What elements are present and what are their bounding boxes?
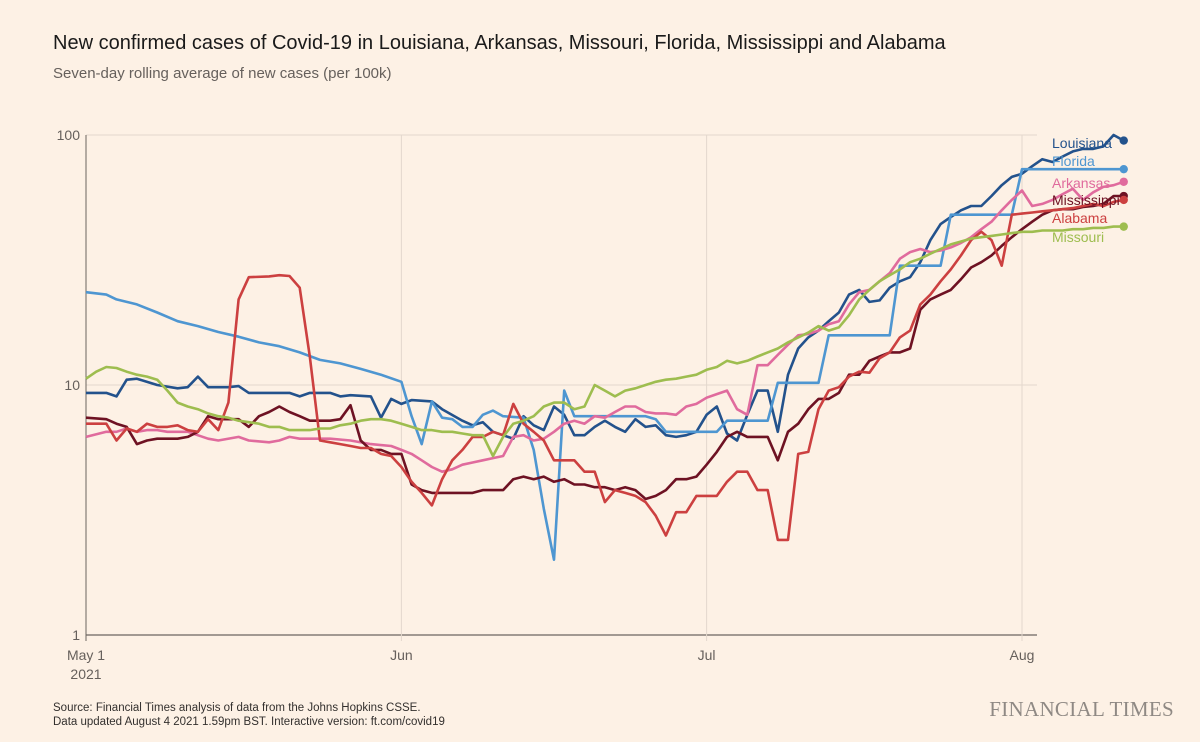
series-endpoint-missouri [1119, 222, 1128, 231]
series-line-alabama [86, 198, 1124, 542]
series-line-louisiana [86, 133, 1125, 442]
series-endpoint-florida [1119, 164, 1128, 174]
x-axis-ticks: May 1 2021 Jun Jul Aug [67, 647, 1035, 682]
legend-label-alabama: Alabama [1052, 210, 1107, 226]
x-tick-label: Jun [390, 647, 413, 663]
legend-label-louisiana: Louisiana [1052, 135, 1112, 151]
legend-label-arkansas: Arkansas [1052, 175, 1110, 191]
series-line-arkansas [85, 180, 1125, 473]
y-tick-label: 10 [64, 377, 80, 393]
legend-label-missouri: Missouri [1052, 229, 1104, 245]
x-tick-label: Aug [1010, 647, 1035, 663]
x-tick-label: May 1 [67, 647, 105, 663]
ft-logo: FINANCIAL TIMES [989, 697, 1174, 721]
grid-lines [85, 134, 1037, 641]
series-line-mississippi [85, 194, 1124, 501]
x-tick-label: Jul [698, 647, 716, 663]
source-line-1: Source: Financial Times analysis of data… [53, 702, 421, 714]
y-tick-label: 1 [72, 627, 80, 643]
series-lines [85, 133, 1125, 561]
series-line-missouri [85, 225, 1124, 458]
y-tick-label: 100 [57, 127, 81, 143]
chart-title: New confirmed cases of Covid-19 in Louis… [53, 32, 946, 54]
source-line-2: Data updated August 4 2021 1.59pm BST. I… [53, 716, 445, 728]
series-line-florida [85, 167, 1124, 561]
chart-subtitle: Seven-day rolling average of new cases (… [53, 65, 392, 82]
y-axis-ticks: 1 10 100 [57, 127, 81, 643]
source-note: Source: Financial Times analysis of data… [53, 701, 445, 729]
series-endpoint-louisiana [1119, 136, 1128, 145]
series-endpoint-arkansas [1119, 177, 1128, 186]
legend-label-mississippi: Mississippi [1052, 192, 1120, 208]
series-endpoint-alabama [1119, 195, 1128, 205]
legend-label-florida: Florida [1052, 153, 1095, 169]
x-tick-sublabel: 2021 [70, 666, 101, 682]
